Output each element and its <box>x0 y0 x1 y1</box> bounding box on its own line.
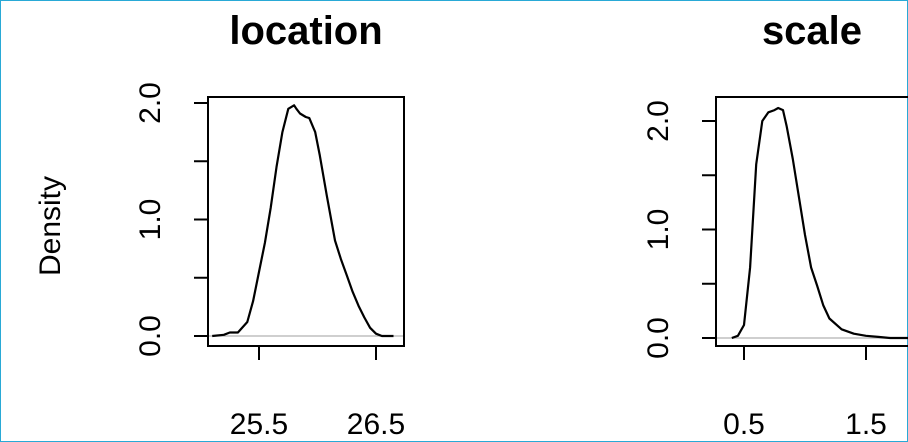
panel-scale: scale 0.0 1.0 2.0 0.5 1.5 <box>642 9 908 441</box>
x-tick-label: 0.5 <box>723 408 765 441</box>
x-tick-label: 25.5 <box>230 408 288 441</box>
y-tick-label: 0.0 <box>642 317 675 359</box>
density-line <box>731 106 908 340</box>
y-axis-label: Density <box>34 176 67 276</box>
y-tick-label: 0.0 <box>134 315 167 357</box>
y-tick-label: 2.0 <box>642 100 675 142</box>
panel-location: location 0.0 1.0 2.0 25.5 26.5 <box>134 9 405 441</box>
plot-box <box>715 96 908 347</box>
chart-title: scale <box>762 9 862 53</box>
y-tick-label: 1.0 <box>642 209 675 251</box>
x-tick-label: 1.5 <box>845 408 887 441</box>
chart-title: location <box>229 9 382 53</box>
x-tick-label: 26.5 <box>347 408 405 441</box>
plot-box <box>207 96 405 347</box>
y-tick-label: 2.0 <box>134 82 167 124</box>
density-line <box>212 104 394 338</box>
y-tick-label: 1.0 <box>134 199 167 241</box>
